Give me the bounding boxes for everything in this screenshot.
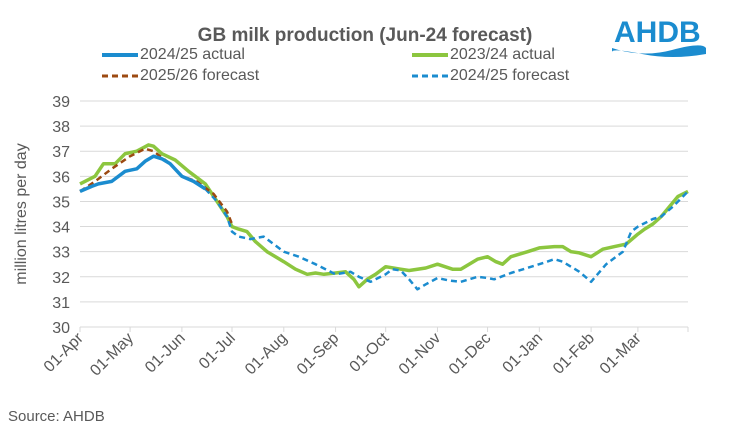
x-tick-label: 01-Feb [550,330,598,378]
legend-label: 2024/25 actual [140,46,245,63]
series-line-2023-24-actual [79,143,689,289]
x-tick-label: 01-Dec [446,330,494,378]
x-tick-label: 01-Mar [597,329,645,377]
source-note: Source: AHDB [8,408,105,425]
y-tick-label: 34 [52,220,70,237]
legend-item-2024-25-actual: 2024/25 actual [102,46,245,64]
legend-label: 2025/26 forecast [140,67,260,84]
legend-item-2025-26-forecast: 2025/26 forecast [102,67,259,85]
y-tick-label: 35 [52,194,70,211]
y-tick-label: 30 [52,320,70,337]
x-tick-label: 01-Jun [142,330,189,377]
ahdb-logo: AHDB [612,10,707,65]
series-line-2025-26-forecast [79,147,234,225]
series-line-2024-25-forecast [204,188,689,291]
legend-label: 2024/25 forecast [450,67,570,84]
chart-title: GB milk production (Jun-24 forecast) [197,25,533,46]
y-tick-label: 32 [52,270,70,287]
y-tick-label: 38 [52,119,70,136]
x-tick-label: 01-May [87,330,137,380]
y-tick-label: 33 [52,245,70,262]
x-tick-label: 01-Nov [396,330,444,378]
legend-item-2023-24-actual: 2023/24 actual [412,46,555,64]
y-tick-label: 36 [52,169,70,186]
x-tick-label: 01-Jan [500,330,547,377]
y-tick-label: 37 [52,144,70,161]
x-tick-label: 01-Sep [294,330,343,379]
x-tick-label: 01-Oct [347,329,393,375]
x-tick-label: 01-Jul [196,330,239,373]
y-tick-label: 31 [52,295,70,312]
series-line-2024-25-actual [79,154,207,194]
y-axis-label: million litres per day [13,143,30,284]
x-tick-label: 01-Aug [242,330,291,379]
svg-text:AHDB: AHDB [614,16,701,49]
y-tick-label: 39 [52,94,70,111]
legend-label: 2023/24 actual [450,46,555,63]
legend-item-2024-25-forecast: 2024/25 forecast [412,67,569,85]
